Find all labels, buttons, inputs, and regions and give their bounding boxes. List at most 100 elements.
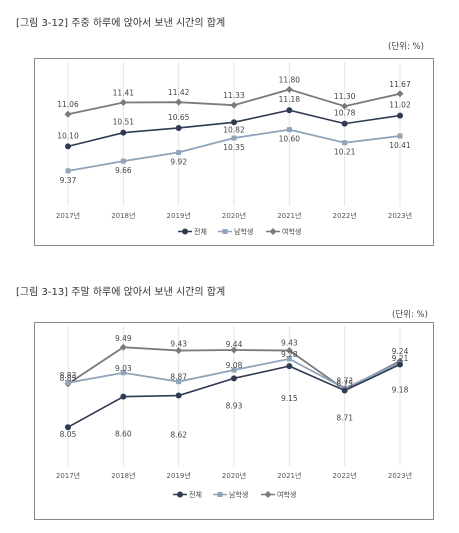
chart1-point-female xyxy=(230,101,238,109)
chart1-point-total xyxy=(120,129,127,136)
chart2-point-male xyxy=(120,370,126,376)
chart2-point-male xyxy=(231,367,237,373)
chart2-data-label-male: 9.28 xyxy=(281,350,298,359)
chart2-unit: (단위: %) xyxy=(392,310,428,320)
chart2-legend-marker-female xyxy=(264,491,272,498)
chart2-data-label-female: 9.43 xyxy=(170,340,187,349)
chart1-data-label-total: 10.51 xyxy=(113,118,135,127)
chart1-data-label-female: 11.30 xyxy=(334,92,356,101)
chart1-x-tick-label: 2022년 xyxy=(333,211,357,220)
chart1-point-male xyxy=(397,133,403,139)
chart1-x-tick-label: 2017년 xyxy=(56,211,80,220)
chart2-data-label-total: 8.93 xyxy=(226,401,243,410)
chart2-data-label-female: 9.24 xyxy=(392,347,409,356)
chart1-legend-label-male: 남학생 xyxy=(234,227,253,236)
chart1-point-female xyxy=(64,110,72,118)
chart1-data-label-male: 9.66 xyxy=(115,166,132,175)
chart2-x-tick-label: 2017년 xyxy=(56,471,80,480)
chart2-data-label-total: 9.15 xyxy=(281,394,298,403)
chart1-point-male xyxy=(120,158,126,164)
chart2-data-label-female: 9.44 xyxy=(226,340,243,349)
chart2-legend-label-total: 전체 xyxy=(189,490,202,499)
chart2-title: [그림 3-13] 주말 하루에 앉아서 보낸 시간의 합계 xyxy=(16,287,226,298)
chart2-point-male xyxy=(286,356,292,362)
chart1-x-tick-label: 2021년 xyxy=(277,211,301,220)
chart1-point-male xyxy=(231,135,237,141)
chart2-point-total xyxy=(120,393,127,400)
chart2-data-label-male: 9.03 xyxy=(115,364,132,373)
chart1-point-female xyxy=(119,99,127,107)
chart2-point-female xyxy=(175,347,183,355)
chart2-data-label-male: 8.87 xyxy=(170,373,187,382)
chart1-data-label-female: 11.41 xyxy=(113,89,135,98)
chart2-point-female xyxy=(285,347,293,355)
chart2-point-total xyxy=(175,392,182,399)
chart2-point-total xyxy=(65,424,71,431)
chart2-data-label-female: 9.43 xyxy=(281,339,298,348)
chart2-data-label-male: 8.75 xyxy=(336,379,353,388)
chart1-x-tick-label: 2023년 xyxy=(388,211,412,220)
chart1-legend-marker-female xyxy=(269,228,277,235)
chart1-point-total xyxy=(341,120,348,127)
chart2-point-female xyxy=(230,346,238,354)
chart1-data-label-total: 11.18 xyxy=(279,95,301,104)
chart1-point-female xyxy=(285,85,293,93)
chart2-point-total xyxy=(231,375,237,382)
chart1-unit: (단위: %) xyxy=(388,42,424,52)
chart2-point-total xyxy=(341,387,348,394)
chart2-x-tick-label: 2018년 xyxy=(111,471,135,480)
chart2-data-label-male: 9.21 xyxy=(392,354,409,363)
chart1-legend-label-total: 전체 xyxy=(194,227,207,236)
chart2-x-tick-label: 2022년 xyxy=(333,471,357,480)
chart1-point-total xyxy=(397,112,403,119)
chart1-point-male xyxy=(286,127,292,133)
chart2-data-label-total: 8.71 xyxy=(336,414,353,423)
chart1-data-label-female: 11.33 xyxy=(223,91,245,100)
chart1-point-total xyxy=(231,119,237,126)
chart1-point-male xyxy=(342,140,348,146)
chart2-x-tick-label: 2021년 xyxy=(277,471,301,480)
chart1-title: [그림 3-12] 주중 하루에 앉아서 보낸 시간의 합계 xyxy=(16,18,226,29)
chart1-data-label-total: 10.10 xyxy=(57,131,79,140)
chart1-data-label-male: 10.60 xyxy=(279,135,301,144)
chart1-legend-label-female: 여학생 xyxy=(282,227,301,236)
chart2-point-male xyxy=(65,380,71,386)
chart1-x-tick-label: 2020년 xyxy=(222,211,246,220)
chart1-data-label-total: 10.82 xyxy=(223,125,245,134)
chart2-point-total xyxy=(286,363,293,370)
chart2-data-label-female: 9.49 xyxy=(115,334,132,343)
chart1-point-female xyxy=(341,102,349,110)
chart1-data-label-female: 11.06 xyxy=(57,100,79,109)
chart2-data-label-female: 8.83 xyxy=(60,371,77,380)
chart2-legend-marker-total xyxy=(177,491,183,498)
chart2-x-tick-label: 2020년 xyxy=(222,471,246,480)
chart2-data-label-male: 8.85 xyxy=(60,374,77,383)
chart1-legend-marker-total xyxy=(182,228,188,235)
chart1-data-label-total: 10.78 xyxy=(334,109,356,118)
chart1-data-label-male: 10.21 xyxy=(334,148,356,157)
chart2-data-label-female: 8.73 xyxy=(336,376,353,385)
chart1-data-label-male: 10.41 xyxy=(389,141,411,150)
chart1-data-label-total: 11.02 xyxy=(389,101,411,110)
chart2-x-tick-label: 2019년 xyxy=(167,471,191,480)
chart1-x-tick-label: 2018년 xyxy=(111,211,135,220)
chart1-data-label-total: 10.65 xyxy=(168,113,190,122)
chart2-data-label-total: 8.05 xyxy=(60,430,77,439)
chart2-legend-label-female: 여학생 xyxy=(277,490,296,499)
chart1-point-female xyxy=(396,90,404,98)
chart1-point-male xyxy=(176,149,182,155)
chart1-point-female xyxy=(175,98,183,106)
chart2-point-male xyxy=(176,379,182,385)
chart2-data-label-total: 8.60 xyxy=(115,430,132,439)
chart1-data-label-female: 11.67 xyxy=(389,80,411,89)
chart1-point-total xyxy=(286,107,293,114)
chart1-data-label-female: 11.80 xyxy=(279,75,301,84)
chart2-legend-label-male: 남학생 xyxy=(229,490,248,499)
chart2-point-total xyxy=(397,361,403,368)
chart1-legend-marker-male xyxy=(222,229,228,234)
chart1-data-label-male: 9.92 xyxy=(170,157,187,166)
chart2-data-label-total: 8.62 xyxy=(170,431,187,440)
chart1-data-label-female: 11.42 xyxy=(168,88,190,97)
chart1-point-total xyxy=(175,124,182,131)
